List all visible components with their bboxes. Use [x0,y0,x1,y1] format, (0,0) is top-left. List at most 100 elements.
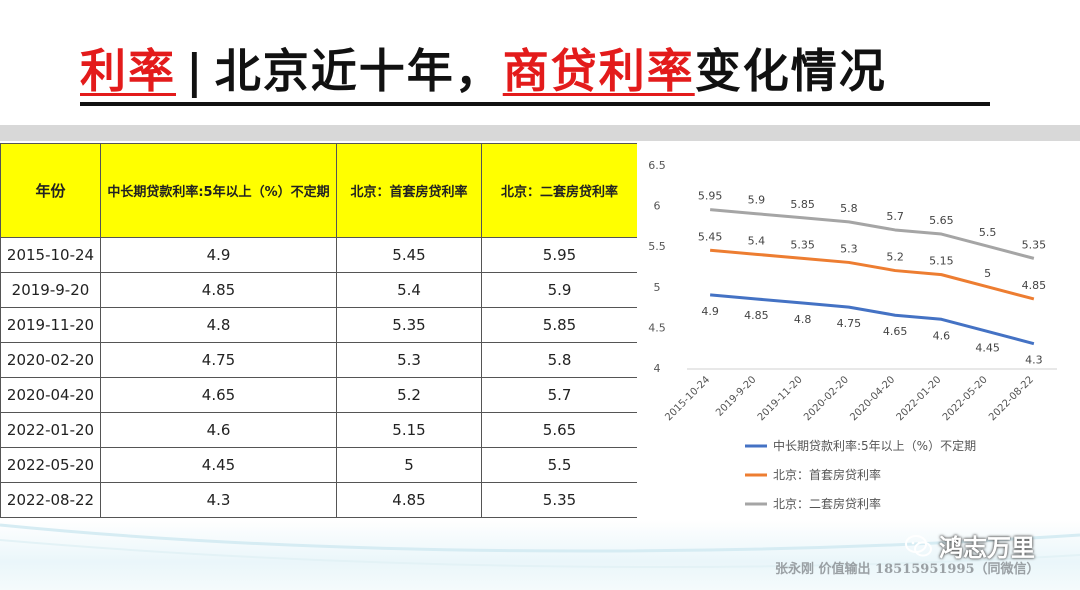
data-label: 4.3 [1025,354,1043,367]
table-cell-rate: 5.95 [481,237,638,273]
data-label: 5.2 [886,251,904,264]
y-tick-label: 5.5 [648,240,666,253]
rate-table: 年份 中长期贷款利率:5年以上（%）不定期 北京：首套房贷利率 北京：二套房贷利… [0,143,638,518]
data-label: 5.35 [790,238,815,251]
brand-logo: 鸿志万里 [905,528,1035,563]
y-tick-label: 6 [654,200,661,213]
wechat-icon [905,534,932,556]
table-cell-date: 2020-02-20 [0,342,101,378]
x-tick-label: 2019-11-20 [756,374,805,423]
data-label: 5.95 [698,190,723,203]
rate-table-container: 年份 中长期贷款利率:5年以上（%）不定期 北京：首套房贷利率 北京：二套房贷利… [0,143,638,518]
table-cell-date: 2019-11-20 [0,307,101,343]
data-label: 5.45 [698,230,723,243]
brand-name: 鸿志万里 [939,534,1035,562]
data-label: 5.85 [790,198,815,211]
series-line [709,248,1035,301]
header-lpr: 中长期贷款利率:5年以上（%）不定期 [100,143,337,238]
table-cell-rate: 5.5 [481,447,638,483]
table-cell-rate: 4.3 [100,482,337,518]
series-line [709,208,1035,260]
table-cell-rate: 4.45 [100,447,337,483]
table-cell-rate: 5.8 [481,342,638,378]
data-label: 5.7 [886,210,904,223]
table-row: 2020-02-20 4.75 5.3 5.8 [0,342,638,378]
x-tick-label: 2020-04-20 [848,374,897,423]
table-cell-rate: 5.65 [481,412,638,448]
y-tick-label: 4.5 [648,321,666,334]
footer-background [0,520,1080,590]
table-row: 2022-01-20 4.6 5.15 5.65 [0,412,638,448]
table-row: 2019-11-20 4.8 5.35 5.85 [0,307,638,343]
x-tick-label: 2022-08-22 [987,374,1036,423]
header-second-home: 北京：二套房贷利率 [481,143,638,238]
y-tick-label: 5 [654,281,661,294]
table-row: 2015-10-24 4.9 5.45 5.95 [0,237,638,273]
table-cell-rate: 5.15 [336,412,482,448]
x-tick-label: 2015-10-24 [663,374,712,423]
title-change: 变化情况 [694,44,887,98]
data-label: 5.9 [748,194,766,207]
table-row: 2022-05-20 4.45 5 5.5 [0,447,638,483]
table-row: 2020-04-20 4.65 5.2 5.7 [0,377,638,413]
page-title: 利率 | 北京近十年，商贷利率变化情况 [80,40,990,106]
table-cell-date: 2022-08-22 [0,482,101,518]
x-tick-label: 2019-9-20 [714,374,758,418]
table-cell-rate: 4.8 [100,307,337,343]
title-rate: 利率 [80,44,176,98]
table-cell-rate: 5.45 [336,237,482,273]
table-cell-date: 2019-9-20 [0,272,101,308]
table-cell-rate: 5.2 [336,377,482,413]
data-label: 4.65 [883,325,908,338]
data-label: 5.5 [979,226,997,239]
table-cell-rate: 4.85 [100,272,337,308]
table-cell-date: 2015-10-24 [0,237,101,273]
table-cell-rate: 4.9 [100,237,337,273]
table-cell-rate: 5.3 [336,342,482,378]
table-cell-rate: 5.7 [481,377,638,413]
y-tick-label: 6.5 [648,159,666,172]
series-line [709,293,1035,346]
title-separator: | [186,44,205,98]
legend-label: 北京：二套房贷利率 [773,496,881,511]
header-band [0,125,1080,141]
data-label: 4.75 [837,317,862,330]
table-cell-rate: 4.65 [100,377,337,413]
contact-info: 张永刚 价值输出 18515951995（同微信） [775,562,1040,577]
table-cell-rate: 5.85 [481,307,638,343]
table-row: 2022-08-22 4.3 4.85 5.35 [0,482,638,518]
table-header-row: 年份 中长期贷款利率:5年以上（%）不定期 北京：首套房贷利率 北京：二套房贷利… [0,143,638,238]
table-body: 2015-10-24 4.9 5.45 5.95 2019-9-20 4.85 5.4 5.9… [0,237,638,518]
footer-swoosh [0,523,1080,568]
table-cell-date: 2022-01-20 [0,412,101,448]
data-label: 5.35 [1022,238,1047,251]
table-cell-rate: 5.9 [481,272,638,308]
data-label: 5.8 [840,202,858,215]
data-label: 5.4 [748,234,766,247]
table-cell-date: 2020-04-20 [0,377,101,413]
data-label: 4.85 [1022,279,1047,292]
data-label: 4.45 [975,341,1000,354]
title-beijing: 北京近十年， [214,44,503,98]
table-cell-rate: 4.85 [336,482,482,518]
legend-label: 北京：首套房贷利率 [773,467,881,482]
line-chart-container: 4 4.5 5 5.5 6 6.5 2015-10-24 2019-9-20 2019-11-2… [637,143,1080,523]
data-label: 4.9 [701,305,719,318]
data-label: 5.15 [929,255,954,268]
data-label: 4.8 [794,313,812,326]
table-cell-date: 2022-05-20 [0,447,101,483]
table-cell-rate: 5.4 [336,272,482,308]
data-label: 5.65 [929,214,954,227]
data-label: 4.85 [744,309,769,322]
table-cell-rate: 5 [336,447,482,483]
x-tick-label: 2022-05-20 [941,374,990,423]
table-cell-rate: 5.35 [336,307,482,343]
y-tick-label: 4 [654,362,661,375]
x-tick-label: 2020-02-20 [802,374,851,423]
table-cell-rate: 4.6 [100,412,337,448]
data-label: 5.3 [840,242,858,255]
line-chart: 4 4.5 5 5.5 6 6.5 2015-10-24 2019-9-202019-11-2… [648,159,1057,511]
data-label: 5 [984,267,991,280]
legend-label: 中长期贷款利率:5年以上（%）不定期 [773,438,976,453]
header-first-home: 北京：首套房贷利率 [336,143,482,238]
